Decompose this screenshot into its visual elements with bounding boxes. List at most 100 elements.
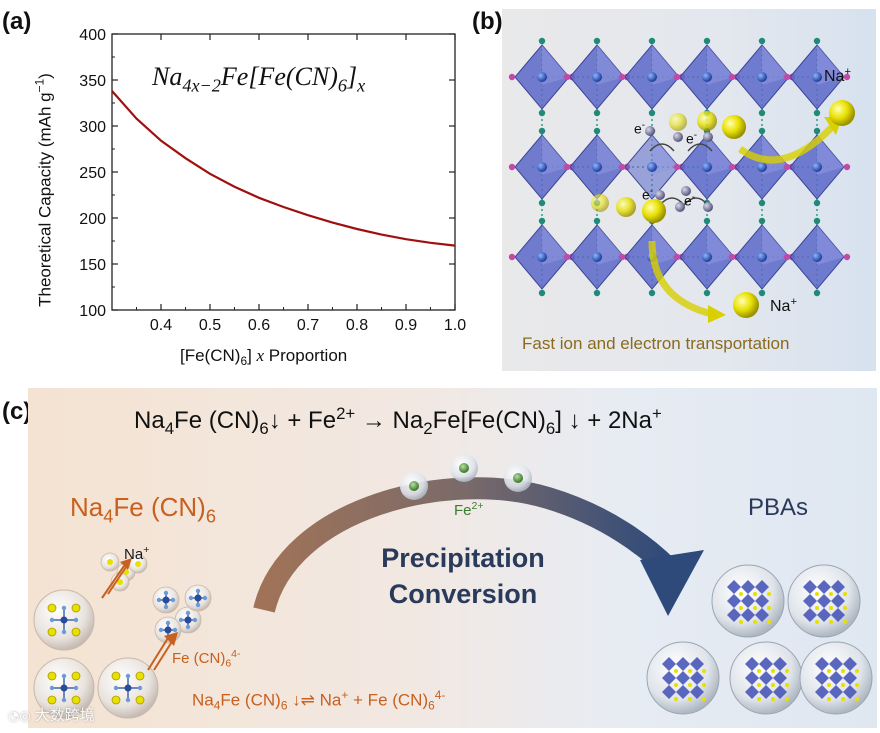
y-axis-label: Theoretical Capacity (mAh g−1) [32,73,55,307]
ligand-atom [538,109,546,117]
na-site [815,592,819,596]
pba-octahedron [817,594,831,608]
na-ion [135,671,145,681]
electron [675,202,685,212]
octahedron-facet [707,45,734,85]
na-ion [722,115,746,139]
na-arrow-head [708,305,726,323]
ligand-atom [703,37,711,45]
dissolution-arrow [153,639,174,671]
na-site [785,683,789,687]
ligand-atom [508,73,516,81]
fe-atom [702,72,712,82]
octahedron-facet [542,225,569,265]
pba-octahedron [727,580,741,594]
na-ion [47,603,57,613]
pba-octahedron [741,580,755,594]
electron [703,202,713,212]
octahedron-facet [542,45,569,85]
ligand-atom [648,109,656,117]
pba-particle [711,564,785,638]
fe-atom [537,252,547,262]
pba-octahedron [829,657,843,671]
prussian-blue-lattice [508,37,855,323]
octahedron-facet [597,45,624,85]
na-ion-out [733,292,759,318]
fecn6-bubble [152,586,180,614]
y-tick-label: 400 [79,27,106,44]
pba-octahedron [755,608,769,622]
na-site [767,592,771,596]
na4fecn6-bubble [97,657,159,719]
reactant-bubbles [33,552,212,719]
na-site [702,683,706,687]
ligand-atom [813,109,821,117]
ligand-atom [593,127,601,135]
na-site [767,620,771,624]
pba-octahedron [831,608,845,622]
na-site [702,697,706,701]
fe-atom [757,162,767,172]
electron-label: e- [684,192,696,209]
pba-octahedron [843,657,857,671]
na-site [674,683,678,687]
pba-octahedron [773,657,787,671]
na-label-top: Na+ [824,66,851,86]
cn-atom [172,627,178,633]
ligand-atom [618,253,626,261]
pba-particle [729,641,803,715]
ligand-atom [673,163,681,171]
fe-atom [537,72,547,82]
na-site [827,697,831,701]
na-site [843,606,847,610]
arrow-caption-line-1: Precipitation [381,543,545,573]
product-bubbles [646,564,873,715]
ligand-atom [673,73,681,81]
na-ion [47,695,57,705]
cn-atom [195,588,201,594]
cn-atom [125,673,131,679]
conversion-panel [28,388,877,728]
na-ion [591,194,609,212]
precipitation-arrow-head [640,550,704,616]
cn-atom [202,595,208,601]
ligand-atom [508,253,516,261]
na-site [688,697,692,701]
ligand-atom [563,163,571,171]
octahedra-lattice [508,37,851,297]
na-ion [71,671,81,681]
conversion-diagram [33,454,873,719]
octahedron-facet [707,135,734,175]
ligand-atom [648,289,656,297]
na-site [829,620,833,624]
fe-atom [702,252,712,262]
pba-octahedron [831,580,845,594]
na-site [771,697,775,701]
fe-atom [592,252,602,262]
x-tick-label: 1.0 [444,317,466,334]
pba-octahedron [741,608,755,622]
cn-atom [195,602,201,608]
panel-a-chart: 0.4 0.5 0.6 0.7 0.8 0.9 1.0 100 150 200 250 300 350 4… [79,27,466,334]
pba-octahedron [690,657,704,671]
cn-atom [73,617,79,623]
chart-formula: Na4x−2Fe[Fe(CN)6]x [152,62,366,96]
ligand-atom [783,163,791,171]
pba-octahedron [662,671,676,685]
cn-atom [158,627,164,633]
pba-octahedron [843,671,857,685]
dissolution-arrow-head [120,558,132,570]
pba-octahedron [676,657,690,671]
pba-octahedron [815,685,829,699]
na-site [771,669,775,673]
na-ion-out [829,100,855,126]
na-ion [47,671,57,681]
fe-atom [647,72,657,82]
watermark-logo-icon: ◔◎ [8,709,31,724]
na-site [843,592,847,596]
cn-atom [185,624,191,630]
pba-octahedron [803,580,817,594]
na-site [827,683,831,687]
cn-atom [61,697,67,703]
pba-octahedron [831,594,845,608]
